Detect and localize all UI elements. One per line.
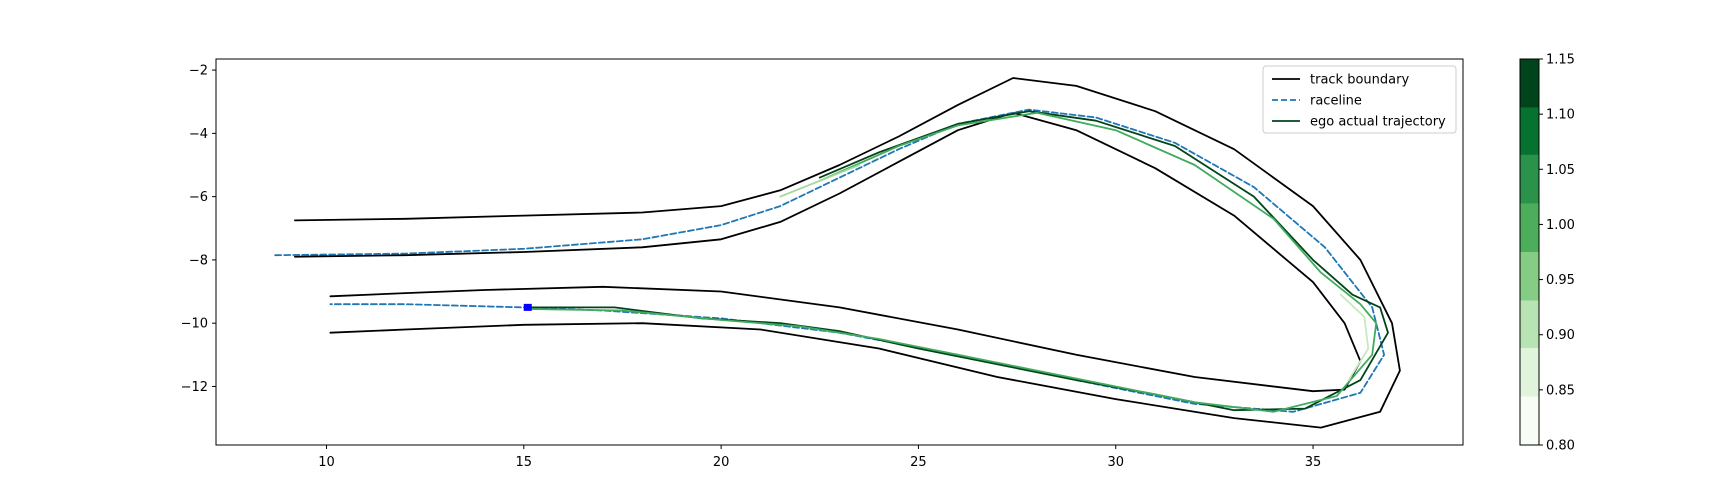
plot-frame [215, 58, 1464, 446]
colorbar-band [1520, 347, 1539, 397]
colorbar-band [1520, 252, 1539, 301]
legend-label-raceline: raceline [1310, 94, 1362, 109]
x-tick-label: 30 [1107, 455, 1124, 470]
x-tick-label: 15 [516, 455, 533, 470]
x-tick-label: 25 [910, 455, 927, 470]
x-tick-label: 10 [318, 455, 335, 470]
legend-label-track-boundary: track boundary [1310, 73, 1409, 88]
colorbar-band [1520, 59, 1539, 108]
ego-start-marker [523, 303, 532, 311]
series-raceline-2 [274, 108, 1385, 413]
colorbar-band [1520, 107, 1539, 155]
y-tick-label: −4 [189, 127, 208, 142]
legend-label-ego-trajectory: ego actual trajectory [1310, 115, 1446, 130]
series-track-boundary-1 [294, 111, 1362, 393]
colorbar-tick-label: 1.00 [1546, 218, 1575, 233]
y-tick-label: −6 [189, 190, 208, 205]
y-tick-label: −8 [189, 253, 208, 268]
y-axis: −2 −4 −6 −8 −10 −12 [181, 64, 216, 395]
y-tick-label: −12 [181, 380, 208, 395]
colorbar-band [1520, 300, 1539, 348]
series-track-boundary-0 [294, 77, 1401, 429]
colorbar-tick-label: 0.95 [1546, 273, 1575, 288]
series-ego-actual-trajectory-4 [526, 111, 1378, 413]
colorbar-tick-label: 0.80 [1546, 439, 1575, 454]
colorbar-band [1520, 203, 1539, 252]
y-tick-label: −2 [189, 64, 208, 79]
plot-lines [274, 77, 1401, 429]
series-ego-actual-trajectory-3 [526, 110, 1389, 412]
series-ego-actual-trajectory-6 [1339, 293, 1370, 381]
colorbar-frame [1519, 58, 1540, 446]
legend: track boundary raceline ego actual traje… [1262, 65, 1457, 134]
colorbar-tick-label: 1.15 [1546, 53, 1575, 68]
legend-box [1262, 65, 1457, 134]
colorbar-tick-label: 0.90 [1546, 328, 1575, 343]
colorbar-tick-label: 1.10 [1546, 108, 1575, 123]
colorbar-band [1520, 154, 1539, 204]
colorbar-band [1520, 396, 1539, 445]
series-ego-actual-trajectory-5 [779, 164, 861, 198]
x-tick-label: 35 [1305, 455, 1322, 470]
colorbar: 0.80 0.85 0.90 0.95 1.00 1.05 1.10 1.15 [1519, 53, 1575, 454]
colorbar-tick-label: 0.85 [1546, 383, 1575, 398]
x-tick-label: 20 [713, 455, 730, 470]
x-axis: 10 15 20 25 30 35 [318, 445, 1321, 470]
colorbar-tick-label: 1.05 [1546, 163, 1575, 178]
y-tick-label: −10 [181, 317, 208, 332]
